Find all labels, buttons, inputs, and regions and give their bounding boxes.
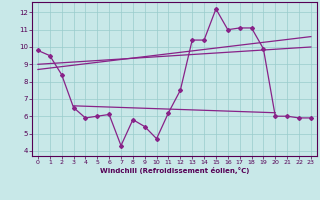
X-axis label: Windchill (Refroidissement éolien,°C): Windchill (Refroidissement éolien,°C)	[100, 167, 249, 174]
